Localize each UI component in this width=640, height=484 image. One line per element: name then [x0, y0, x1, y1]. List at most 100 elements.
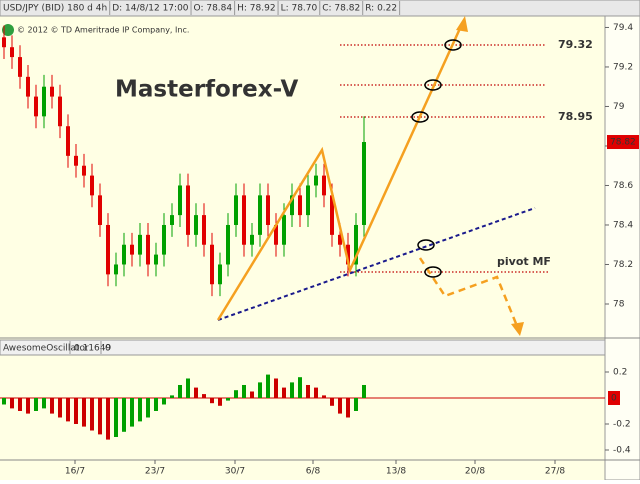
candle-body	[194, 215, 198, 235]
y-tick-label: 79.2	[613, 62, 633, 72]
oscillator-bar	[266, 374, 270, 398]
candle-body	[330, 195, 334, 235]
oscillator-bar	[90, 397, 94, 431]
toolbar-text: L: 78.70	[281, 4, 318, 14]
toolbar-text: USD/JPY (BID) 180 d 4h	[3, 4, 107, 14]
oscillator-bar	[154, 397, 158, 411]
candle-body	[10, 47, 14, 58]
price-axis	[604, 15, 640, 481]
toolbar-text: O: 78.84	[194, 4, 233, 14]
oscillator-bar	[58, 397, 62, 418]
arrow-head	[511, 322, 524, 336]
oscillator-bar	[114, 397, 118, 437]
oscillator-bar	[314, 387, 318, 398]
oscillator-bar	[98, 397, 102, 435]
projection-line	[418, 257, 519, 327]
wave-line	[216, 23, 464, 321]
oscillator-bar	[170, 395, 174, 398]
oscillator-bar	[146, 397, 150, 418]
toolbar-text: C: 78.82	[322, 4, 360, 14]
marker-ellipse	[417, 239, 435, 251]
candle-body	[186, 185, 190, 235]
plot: 7878.278.478.678.87979.279.478.820.2-0.2…	[0, 23, 639, 477]
indicator-zero: 0	[105, 344, 111, 354]
oscillator-bar	[298, 377, 302, 398]
candle-body	[290, 195, 294, 216]
toolbar-cells: USD/JPY (BID) 180 d 4h D: 14/8/12 17:00 O:…	[3, 1, 401, 15]
oscillator-bar	[42, 397, 46, 409]
candle-body	[202, 215, 206, 245]
oscillator-bar	[250, 391, 254, 398]
candle-body	[298, 195, 302, 216]
oscillator-bar	[362, 384, 366, 398]
oscillator-bar	[194, 387, 198, 398]
arrow-head	[456, 16, 468, 32]
oscillator-bar	[210, 397, 214, 404]
candle-body	[250, 234, 254, 245]
oscillator-bar	[346, 397, 350, 418]
oscillator-bar	[226, 397, 230, 401]
candle-body	[218, 264, 222, 285]
candle-body	[114, 264, 118, 275]
oscillator-bar	[186, 378, 190, 398]
toolbar-text: D: 14/8/12 17:00	[112, 4, 189, 14]
y-tick-label: 79.4	[613, 23, 633, 33]
candle-body	[90, 175, 94, 196]
candle-body	[138, 234, 142, 255]
candle-body	[234, 195, 238, 225]
oscillator-bar	[322, 395, 326, 398]
x-tick-label: 6/8	[306, 467, 321, 477]
toolbar-text: R: 0.22	[365, 4, 397, 14]
candle-body	[354, 224, 358, 265]
candle-body	[34, 96, 38, 117]
candle-body	[210, 244, 214, 285]
candle-body	[170, 215, 174, 225]
oscillator-bar	[274, 378, 278, 398]
last-price-label: 78.82	[610, 138, 636, 148]
indicator-header	[0, 339, 606, 356]
candle-body	[50, 86, 54, 97]
oscillator-bar	[122, 397, 126, 432]
candle-body	[42, 86, 46, 117]
y-tick-label: -0.4	[613, 445, 631, 455]
candle-body	[130, 244, 134, 255]
x-tick-label: 16/7	[65, 467, 85, 477]
x-tick-label: 13/8	[386, 467, 406, 477]
y-tick-label: 79	[613, 102, 625, 112]
oscillator-bar	[74, 397, 78, 424]
oscillator-bar	[50, 397, 54, 414]
candle-body	[154, 254, 158, 265]
oscillator-bar	[330, 397, 334, 406]
oscillator-bar	[34, 397, 38, 411]
candle-body	[282, 215, 286, 245]
y-tick-label: 78.2	[613, 260, 633, 270]
candle-body	[146, 234, 150, 265]
y-tick-label: 0.2	[613, 367, 627, 377]
candle-body	[74, 155, 78, 166]
candle-body	[58, 96, 62, 127]
oscillator-bar	[26, 397, 30, 414]
oscillator-bar	[282, 387, 286, 398]
candle-body	[266, 195, 270, 225]
oscillator-bar	[18, 397, 22, 411]
copyright: © 2012 © TD Ameritrade IP Company, Inc.	[17, 26, 189, 35]
indicator-value: 0.11649	[74, 344, 111, 354]
candle-body	[178, 185, 182, 216]
marker-ellipse	[411, 111, 429, 123]
candle-body	[122, 244, 126, 265]
oscillator-bar	[242, 384, 246, 398]
candle-body	[162, 224, 166, 255]
candle-body	[2, 37, 6, 48]
x-tick-label: 20/8	[465, 467, 485, 477]
candle-body	[274, 224, 278, 245]
oscillator-bar	[82, 397, 86, 427]
last-price-box	[607, 135, 639, 150]
candle-body	[338, 234, 342, 245]
marker-ellipse	[424, 79, 442, 91]
candle-body	[18, 57, 22, 77]
candle-body	[306, 185, 310, 216]
x-tick-label: 23/7	[145, 467, 165, 477]
candle-body	[258, 195, 262, 235]
